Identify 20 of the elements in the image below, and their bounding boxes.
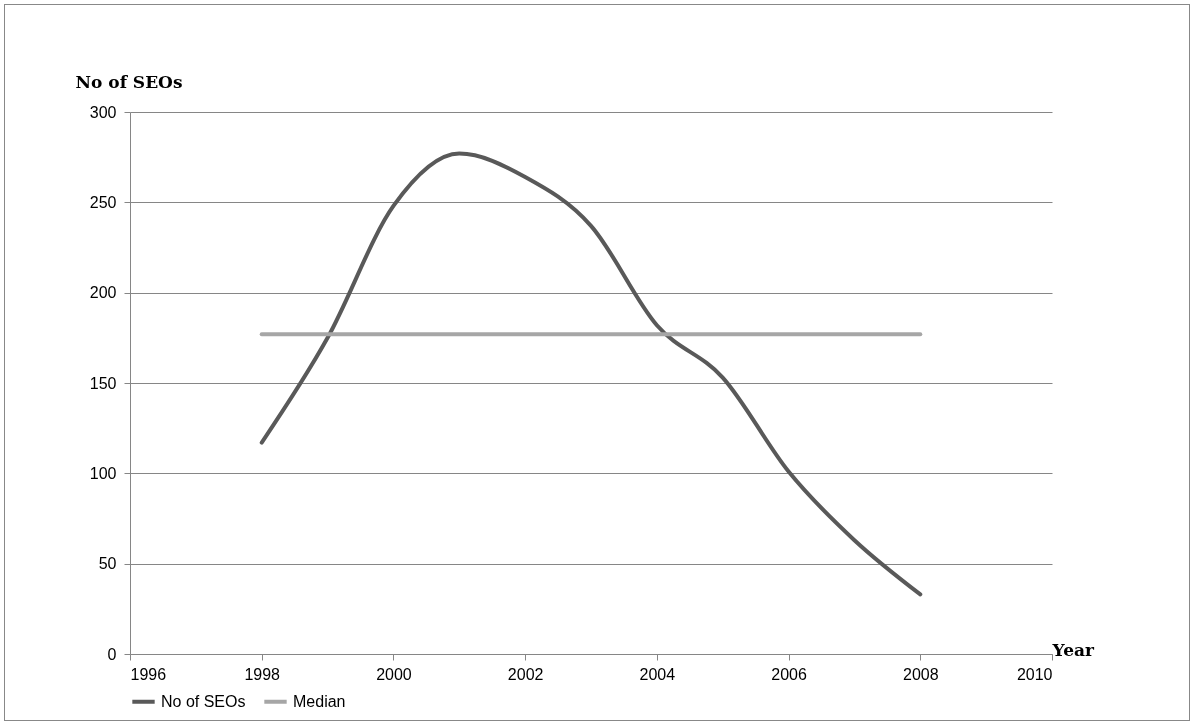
y-tick-label: 100 [89, 464, 117, 482]
x-tick-label: 2010 [1016, 665, 1053, 683]
x-tick-label: 2002 [507, 665, 544, 683]
x-tick-label: 1998 [244, 665, 281, 683]
y-tick-label: 200 [89, 284, 117, 302]
x-axis-title: Year [1051, 639, 1095, 660]
x-tick-label: 2006 [771, 665, 807, 683]
legend-label: Median [293, 692, 346, 710]
y-tick-label: 150 [89, 374, 117, 392]
x-tick-label: 2004 [639, 665, 676, 683]
x-tick-label: 2008 [902, 665, 939, 683]
y-axis-title: No of SEOs [75, 71, 183, 92]
line-series [259, 151, 923, 597]
y-tick-label: 250 [89, 193, 117, 211]
y-tick-label: 300 [89, 103, 117, 121]
legend-label: No of SEOs [161, 692, 246, 710]
y-tick-label: 0 [107, 645, 117, 663]
x-tick-label: 1996 [130, 665, 167, 683]
x-tick-label: 2000 [376, 665, 412, 683]
y-tick-label: 50 [98, 555, 117, 573]
